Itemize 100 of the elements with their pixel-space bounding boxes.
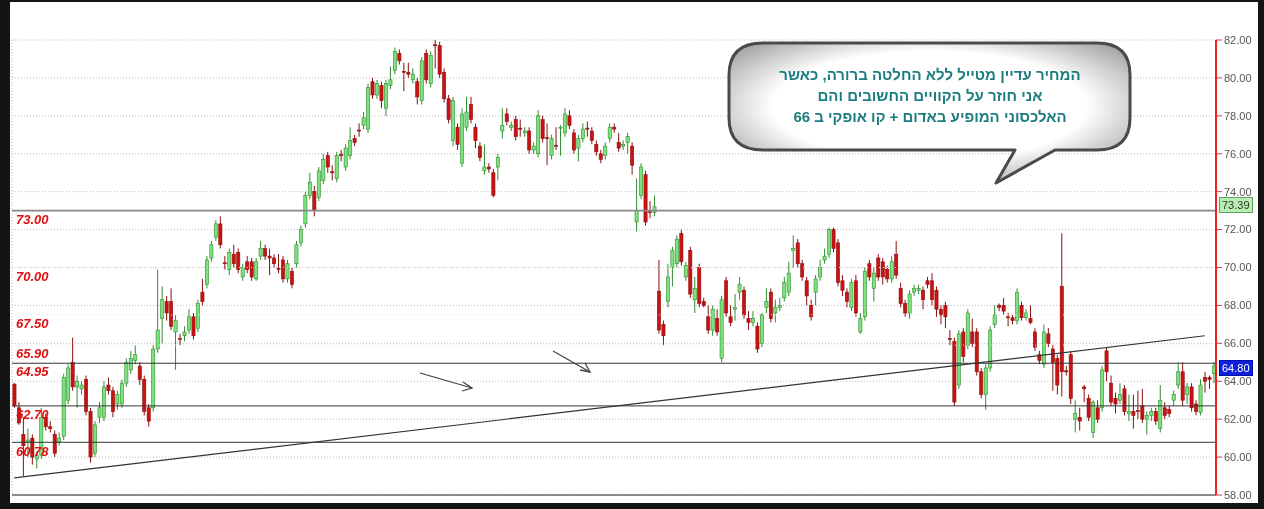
candlestick (1127, 394, 1131, 422)
y-tick-label: 58.00 (1224, 488, 1252, 501)
y-tick-label: 70.00 (1224, 261, 1252, 274)
candlestick (921, 285, 925, 310)
y-tick-label: 64.00 (1224, 375, 1252, 388)
candlestick (733, 293, 737, 322)
candlestick (634, 177, 639, 232)
candlestick (500, 107, 505, 140)
candlestick (160, 285, 165, 344)
y-tick-label: 72.00 (1224, 223, 1252, 236)
candlestick (630, 141, 635, 176)
candlestick (218, 215, 223, 250)
candlestick (1028, 304, 1033, 325)
candlestick (1118, 382, 1122, 405)
candlestick (213, 219, 218, 242)
ref-line-label: 73.00 (16, 211, 50, 227)
candlestick (267, 248, 272, 276)
candlestick (178, 333, 182, 346)
candlestick (1046, 327, 1051, 348)
candlestick (692, 276, 697, 314)
candlestick (1077, 407, 1082, 432)
candlestick (236, 248, 241, 274)
y-tick-label: 82.00 (1224, 33, 1252, 46)
candlestick (379, 81, 384, 109)
candlestick (616, 132, 621, 153)
candlestick (1033, 327, 1037, 352)
y-tick-label: 76.00 (1224, 147, 1252, 160)
candlestick (1176, 361, 1181, 390)
candlestick (1019, 301, 1024, 322)
candlestick (880, 257, 885, 286)
candlestick (737, 276, 742, 301)
candlestick (567, 109, 572, 130)
candlestick (764, 287, 769, 314)
candlestick (258, 240, 263, 261)
candlestick (392, 47, 397, 75)
ref-line-label: 67.50 (16, 316, 50, 332)
candlestick (334, 151, 339, 183)
candlestick (375, 79, 379, 100)
y-tick-label: 78.00 (1224, 109, 1252, 122)
ref-line-label: 65.90 (16, 346, 50, 362)
candlestick (1131, 394, 1136, 430)
candlestick (1189, 382, 1194, 413)
candlestick (325, 151, 330, 174)
candlestick (894, 240, 899, 280)
candlestick (482, 143, 487, 176)
candlestick (75, 375, 80, 409)
candlestick (415, 77, 420, 105)
candlestick (312, 185, 317, 217)
y-tick-label: 60.00 (1224, 450, 1252, 463)
candlestick (200, 278, 205, 306)
candlestick (1122, 384, 1127, 416)
candlestick (1140, 388, 1145, 424)
candlestick (907, 289, 912, 320)
candlestick (706, 304, 711, 335)
candlestick (625, 132, 630, 155)
candlestick (231, 244, 236, 268)
candlestick (285, 259, 290, 284)
candlestick (683, 261, 688, 282)
candlestick (191, 312, 196, 341)
y-tick-label: 74.00 (1224, 185, 1252, 198)
candlestick (549, 134, 554, 160)
candlestick (1073, 399, 1078, 433)
candlestick (572, 128, 576, 155)
candlestick (1185, 382, 1190, 405)
candlestick (715, 308, 720, 337)
candlestick (290, 267, 294, 289)
candlestick (513, 115, 518, 141)
y-tick-label: 80.00 (1224, 71, 1252, 84)
candlestick (751, 310, 755, 327)
y-tick-label: 62.00 (1224, 413, 1252, 426)
candlestick (992, 304, 997, 329)
candlestick (786, 261, 791, 297)
candlestick (943, 301, 948, 329)
candlestick (527, 126, 532, 155)
candlestick (755, 321, 760, 354)
ref-line-label: 70.00 (16, 268, 50, 284)
candlestick (607, 122, 612, 143)
candlestick (889, 255, 894, 284)
candlestick (554, 126, 558, 151)
candlestick (1095, 399, 1100, 424)
y-tick-label: 68.00 (1224, 299, 1252, 312)
candlestick (997, 303, 1002, 312)
candlestick (227, 248, 232, 276)
candlestick (1024, 308, 1028, 322)
candlestick (473, 122, 478, 149)
y-tick-label: 66.00 (1224, 337, 1252, 350)
candlestick (370, 77, 375, 100)
candlestick (254, 257, 259, 282)
candlestick (773, 299, 778, 323)
annotation: 64.80 (1219, 359, 1253, 376)
candlestick (710, 304, 715, 337)
candlestick (52, 430, 57, 458)
candlestick (173, 314, 178, 371)
candlestick (876, 253, 881, 282)
candlestick (791, 234, 796, 268)
annotation: 73.39 (1219, 196, 1253, 213)
candlestick (1104, 346, 1109, 382)
candlestick (357, 122, 361, 138)
candlestick (469, 96, 473, 124)
candlestick (495, 153, 500, 181)
